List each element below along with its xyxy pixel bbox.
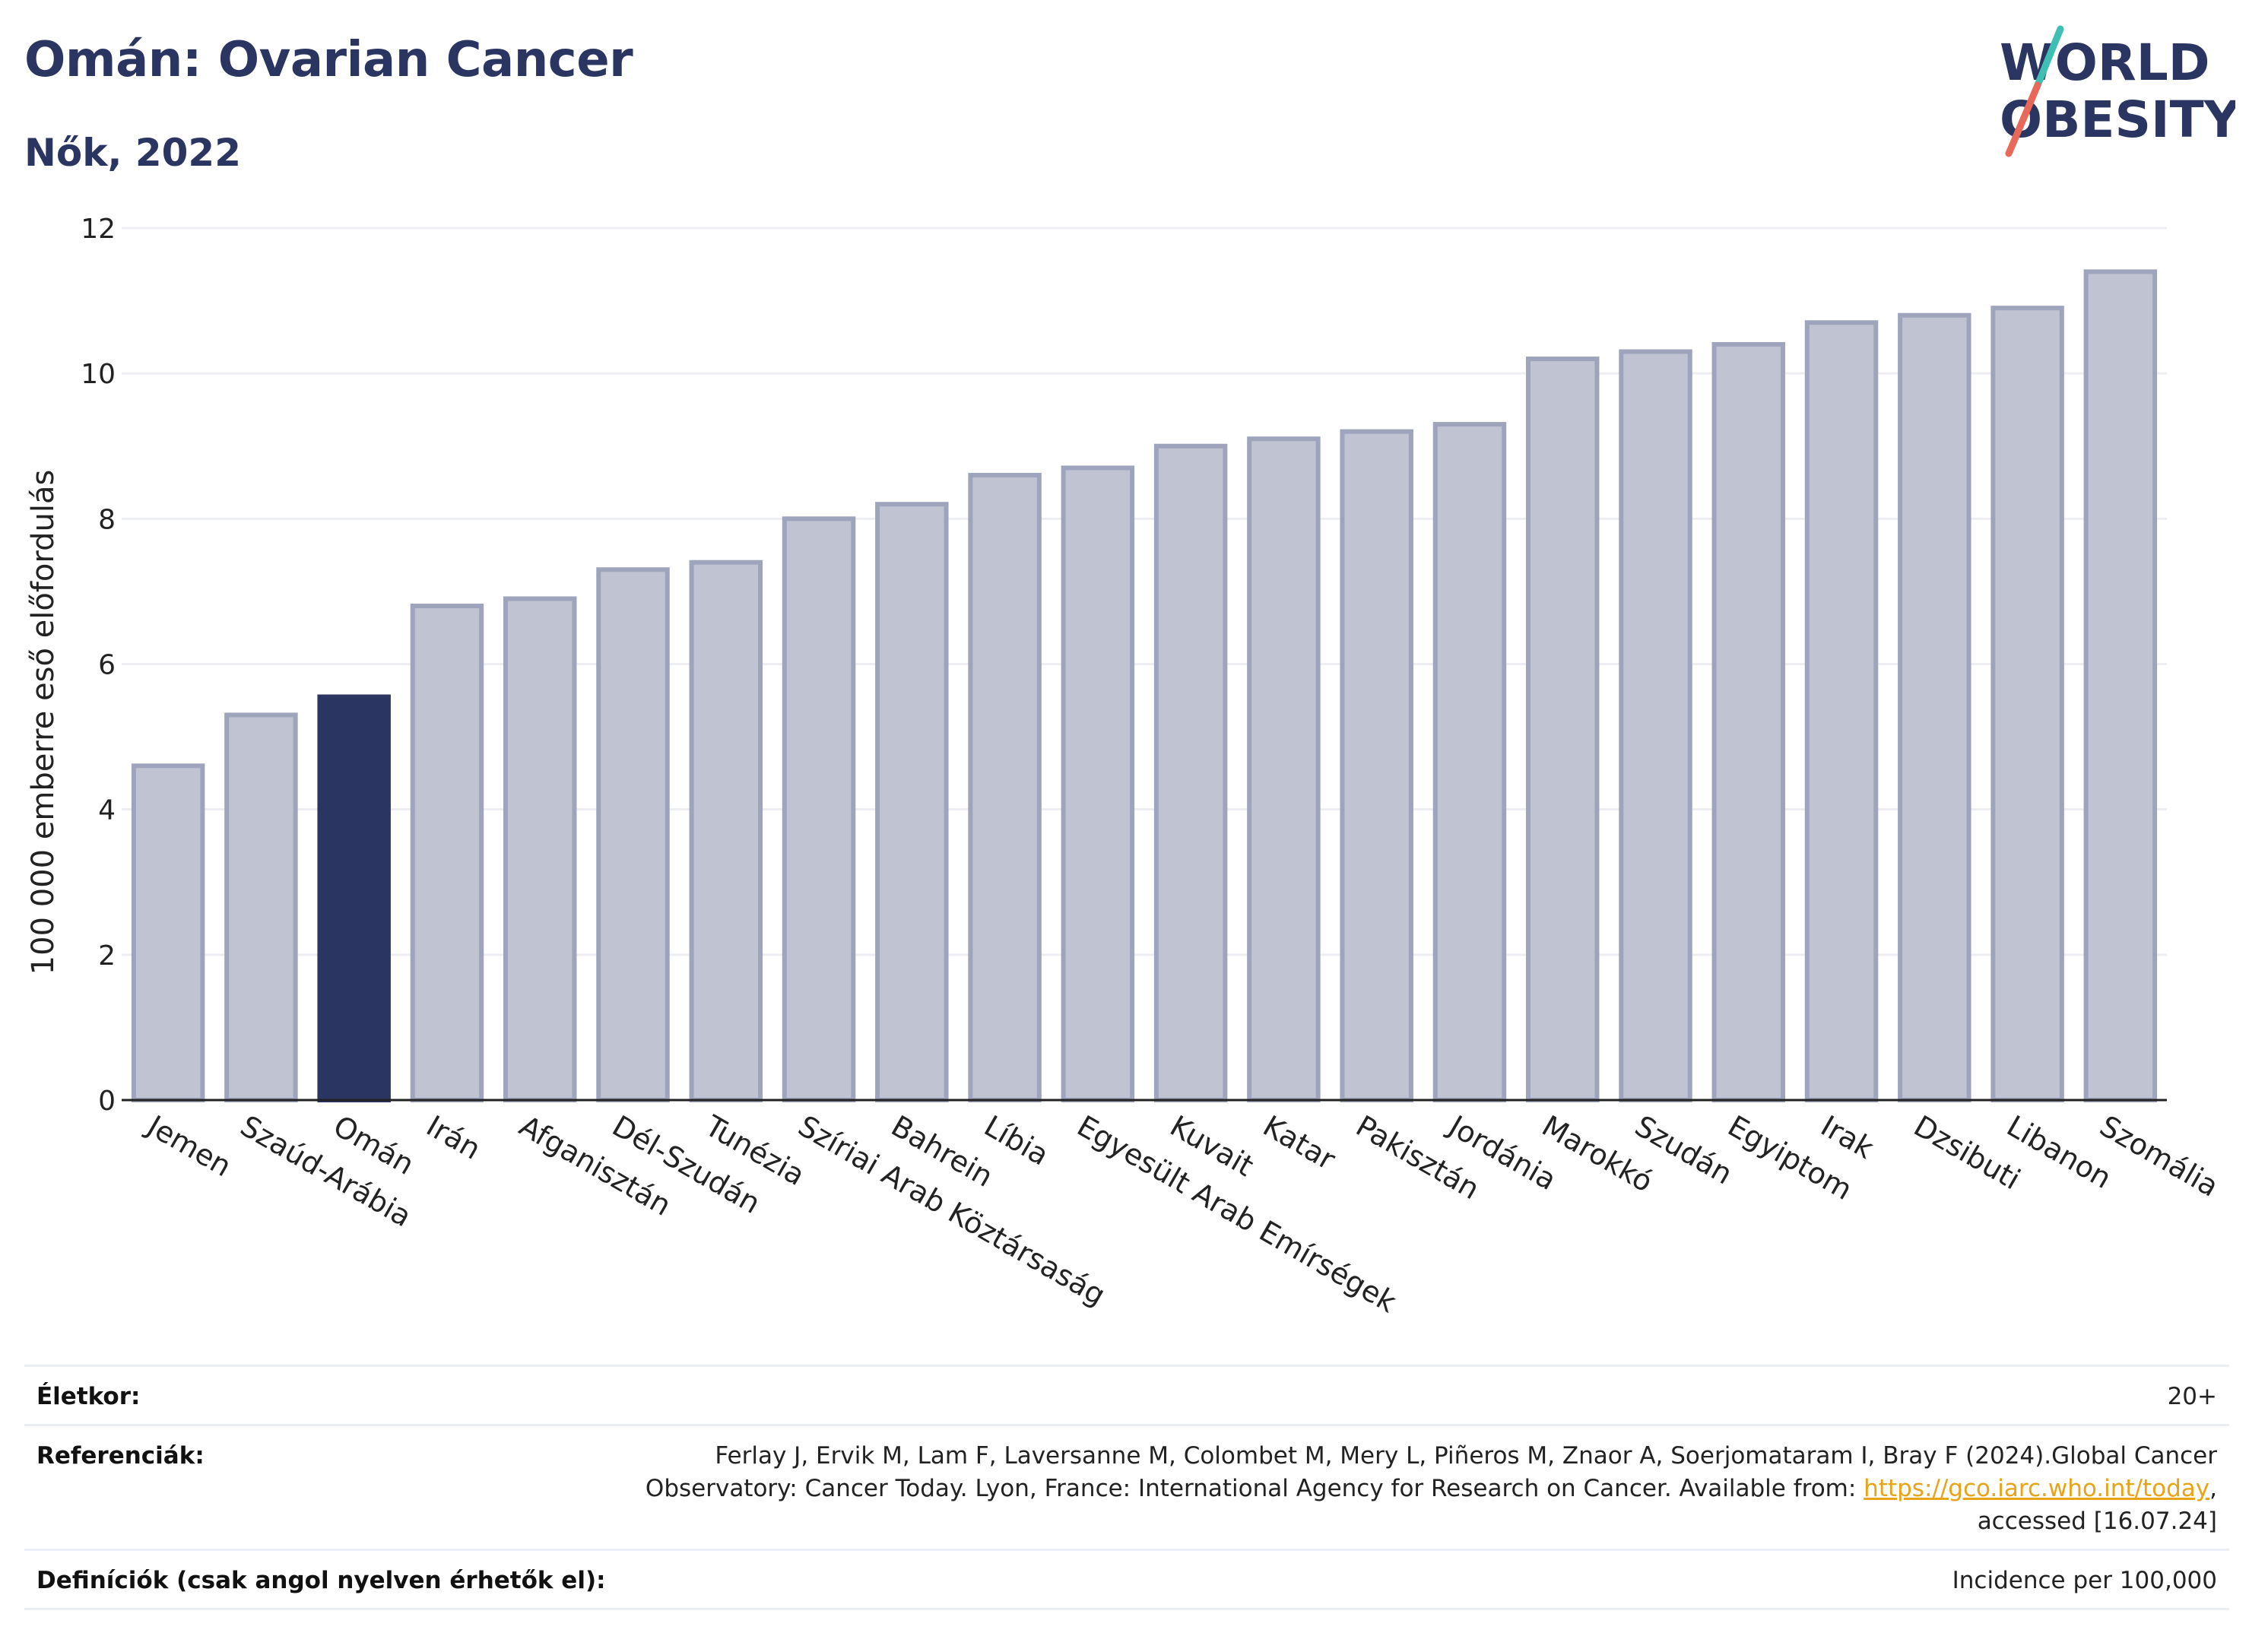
logo-line2: OBESITY bbox=[2000, 90, 2235, 149]
references-label: Referenciák: bbox=[36, 1442, 205, 1470]
bar bbox=[1525, 357, 1600, 1102]
references-citation: Ferlay J, Ervik M, Lam F, Laversanne M, … bbox=[645, 1442, 2217, 1502]
bar bbox=[1061, 465, 1135, 1102]
x-tick-label: Irán bbox=[420, 1109, 486, 1166]
x-tick-label: Libanon bbox=[2001, 1109, 2117, 1195]
definitions-label: Definíciók (csak angol nyelven érhetők e… bbox=[36, 1567, 606, 1594]
logo-slash-teal bbox=[2034, 25, 2064, 89]
definitions-value: Incidence per 100,000 bbox=[1952, 1567, 2217, 1594]
bars bbox=[131, 269, 2158, 1103]
age-label: Életkor: bbox=[36, 1383, 141, 1410]
bar bbox=[1247, 436, 1321, 1102]
bar bbox=[689, 560, 763, 1102]
y-tick-label: 0 bbox=[98, 1086, 116, 1117]
references-text: Ferlay J, Ervik M, Lam F, Laversanne M, … bbox=[620, 1440, 2217, 1538]
age-value: 20+ bbox=[2167, 1383, 2217, 1410]
logo-line1: WORLD bbox=[2000, 33, 2210, 92]
bar bbox=[1898, 312, 1971, 1103]
x-tick-label: Dzsibuti bbox=[1908, 1109, 2026, 1197]
bar bbox=[1711, 341, 1786, 1102]
y-tick-label: 4 bbox=[98, 795, 116, 826]
bar bbox=[131, 763, 205, 1102]
logo-slash-coral bbox=[2005, 81, 2041, 157]
bar bbox=[1432, 422, 1507, 1102]
bar bbox=[1340, 429, 1413, 1102]
world-obesity-logo: WORLD OBESITY bbox=[2000, 25, 2235, 157]
bar bbox=[782, 516, 856, 1102]
y-tick-label: 8 bbox=[98, 504, 116, 535]
bar bbox=[1804, 320, 1879, 1102]
bar bbox=[1990, 306, 2064, 1102]
footer-row-references: Referenciák: Ferlay J, Ervik M, Lam F, L… bbox=[24, 1424, 2229, 1549]
footer-row-definitions: Definíciók (csak angol nyelven érhetők e… bbox=[24, 1549, 2229, 1610]
x-tick-label: Szomália bbox=[2094, 1109, 2224, 1203]
bar bbox=[875, 502, 949, 1102]
y-axis-label: 100 000 emberre eső előfordulás bbox=[26, 470, 61, 975]
bar bbox=[596, 567, 670, 1102]
y-tick-label: 6 bbox=[98, 650, 116, 681]
references-link[interactable]: https://gco.iarc.who.int/today bbox=[1864, 1475, 2210, 1502]
y-tick-label: 2 bbox=[98, 940, 116, 972]
footer-row-age: Életkor: 20+ bbox=[24, 1365, 2229, 1424]
chart-title: Omán: Ovarian Cancer bbox=[24, 32, 633, 88]
x-tick-label: Katar bbox=[1258, 1109, 1341, 1177]
bar bbox=[1153, 443, 1228, 1102]
x-tick-label: Jemen bbox=[141, 1108, 237, 1184]
bar bbox=[317, 694, 391, 1102]
bar bbox=[503, 596, 577, 1102]
y-tick-label: 12 bbox=[81, 214, 116, 245]
references-accessed: , accessed [16.07.24] bbox=[1977, 1475, 2217, 1535]
bar bbox=[2083, 269, 2158, 1103]
y-tick-label: 10 bbox=[81, 359, 116, 390]
bar bbox=[410, 604, 484, 1102]
bar bbox=[224, 712, 298, 1102]
bar bbox=[968, 472, 1042, 1102]
chart-footer: Életkor: 20+ Referenciák: Ferlay J, Ervi… bbox=[24, 1365, 2229, 1610]
x-tick-label: Irak bbox=[1816, 1109, 1879, 1165]
chart-subtitle: Nők, 2022 bbox=[24, 131, 242, 175]
bar bbox=[1619, 349, 1692, 1103]
